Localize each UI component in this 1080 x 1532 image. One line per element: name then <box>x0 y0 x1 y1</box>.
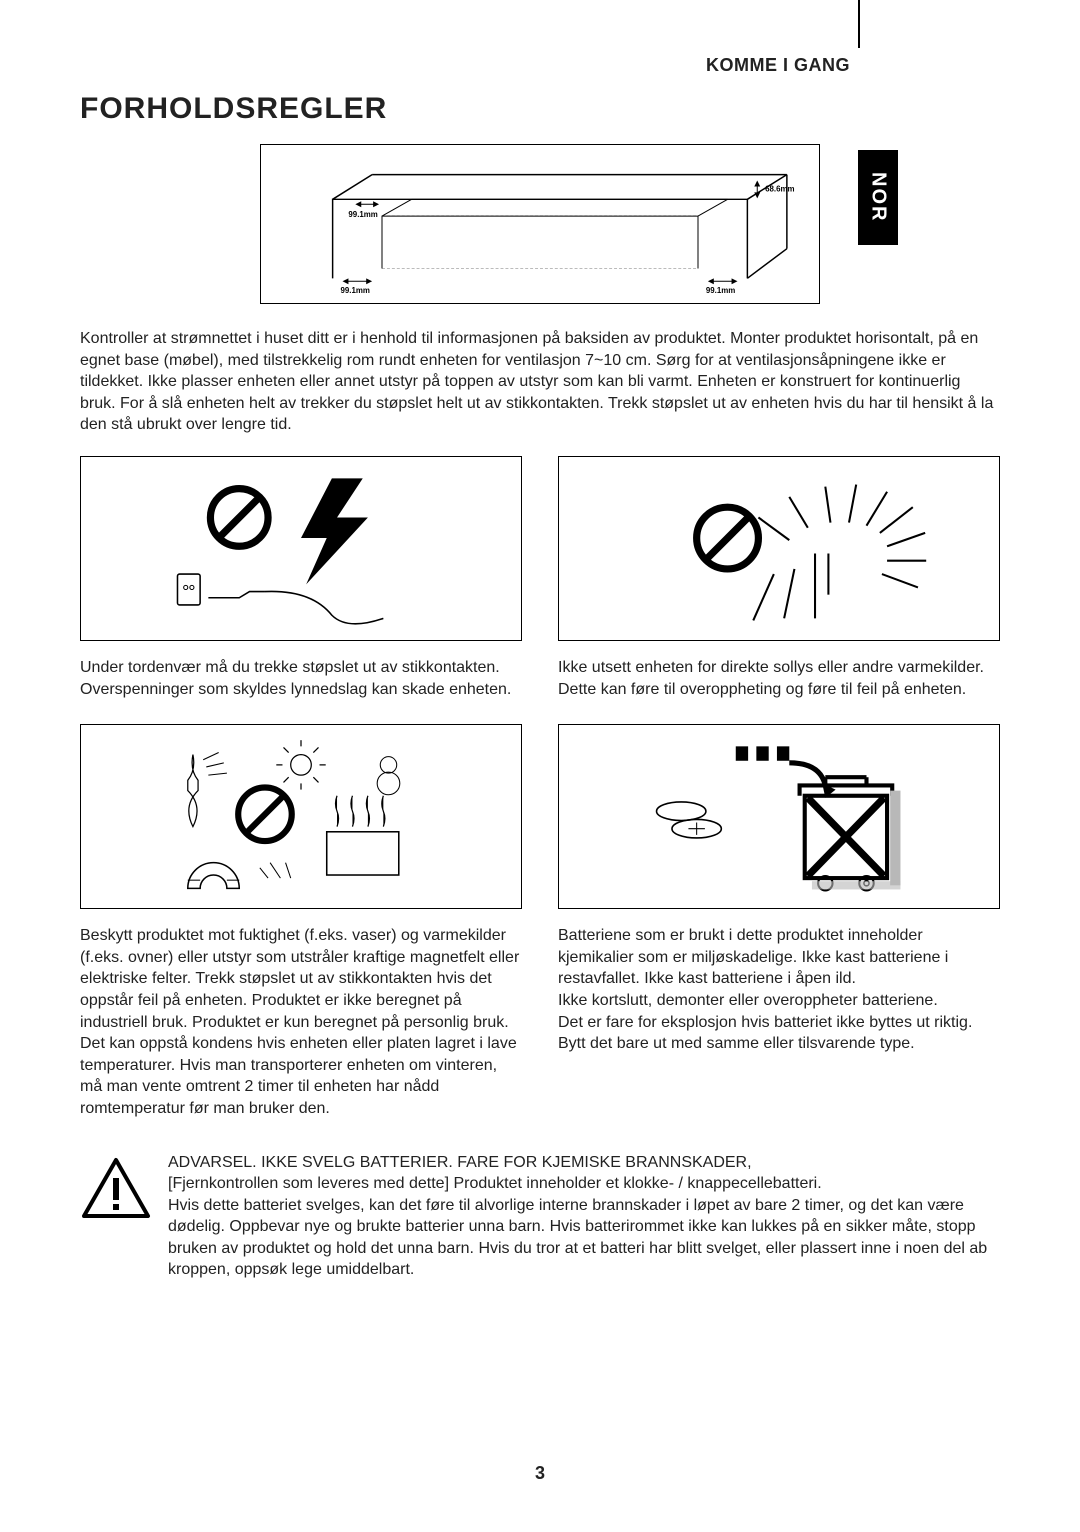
moisture-caption: Beskytt produktet mot fuktighet (f.eks. … <box>80 925 522 1119</box>
moisture-illustration <box>80 724 522 909</box>
page-number: 3 <box>535 1463 545 1484</box>
warning-block: ADVARSEL. IKKE SVELG BATTERIER. FARE FOR… <box>80 1152 1000 1282</box>
precautions-grid: Under tordenvær må du trekke støpslet ut… <box>80 456 1000 1144</box>
battery-caption: Batteriene som er brukt i dette produkte… <box>558 925 1000 1055</box>
clearance-diagram: 68.6mm 99.1mm 99.1mm 99.1mm <box>260 144 820 304</box>
warning-triangle-icon <box>80 1156 152 1225</box>
dim-top: 68.6mm <box>765 184 794 193</box>
battery-illustration <box>558 724 1000 909</box>
dim-inner: 99.1mm <box>348 210 377 219</box>
warning-text: ADVARSEL. IKKE SVELG BATTERIER. FARE FOR… <box>168 1152 1000 1282</box>
page-title: FORHOLDSREGLER <box>80 92 1000 126</box>
lightning-caption: Under tordenvær må du trekke støpslet ut… <box>80 657 522 700</box>
dim-bl: 99.1mm <box>341 286 370 295</box>
sunlight-illustration <box>558 456 1000 641</box>
sunlight-caption: Ikke utsett enheten for direkte sollys e… <box>558 657 1000 700</box>
language-tab: NOR <box>858 150 898 245</box>
intro-text: Kontroller at strømnettet i huset ditt e… <box>80 328 1000 436</box>
dim-br: 99.1mm <box>706 286 735 295</box>
section-header: KOMME I GANG <box>706 55 850 76</box>
header-rule <box>858 0 860 48</box>
lightning-illustration <box>80 456 522 641</box>
